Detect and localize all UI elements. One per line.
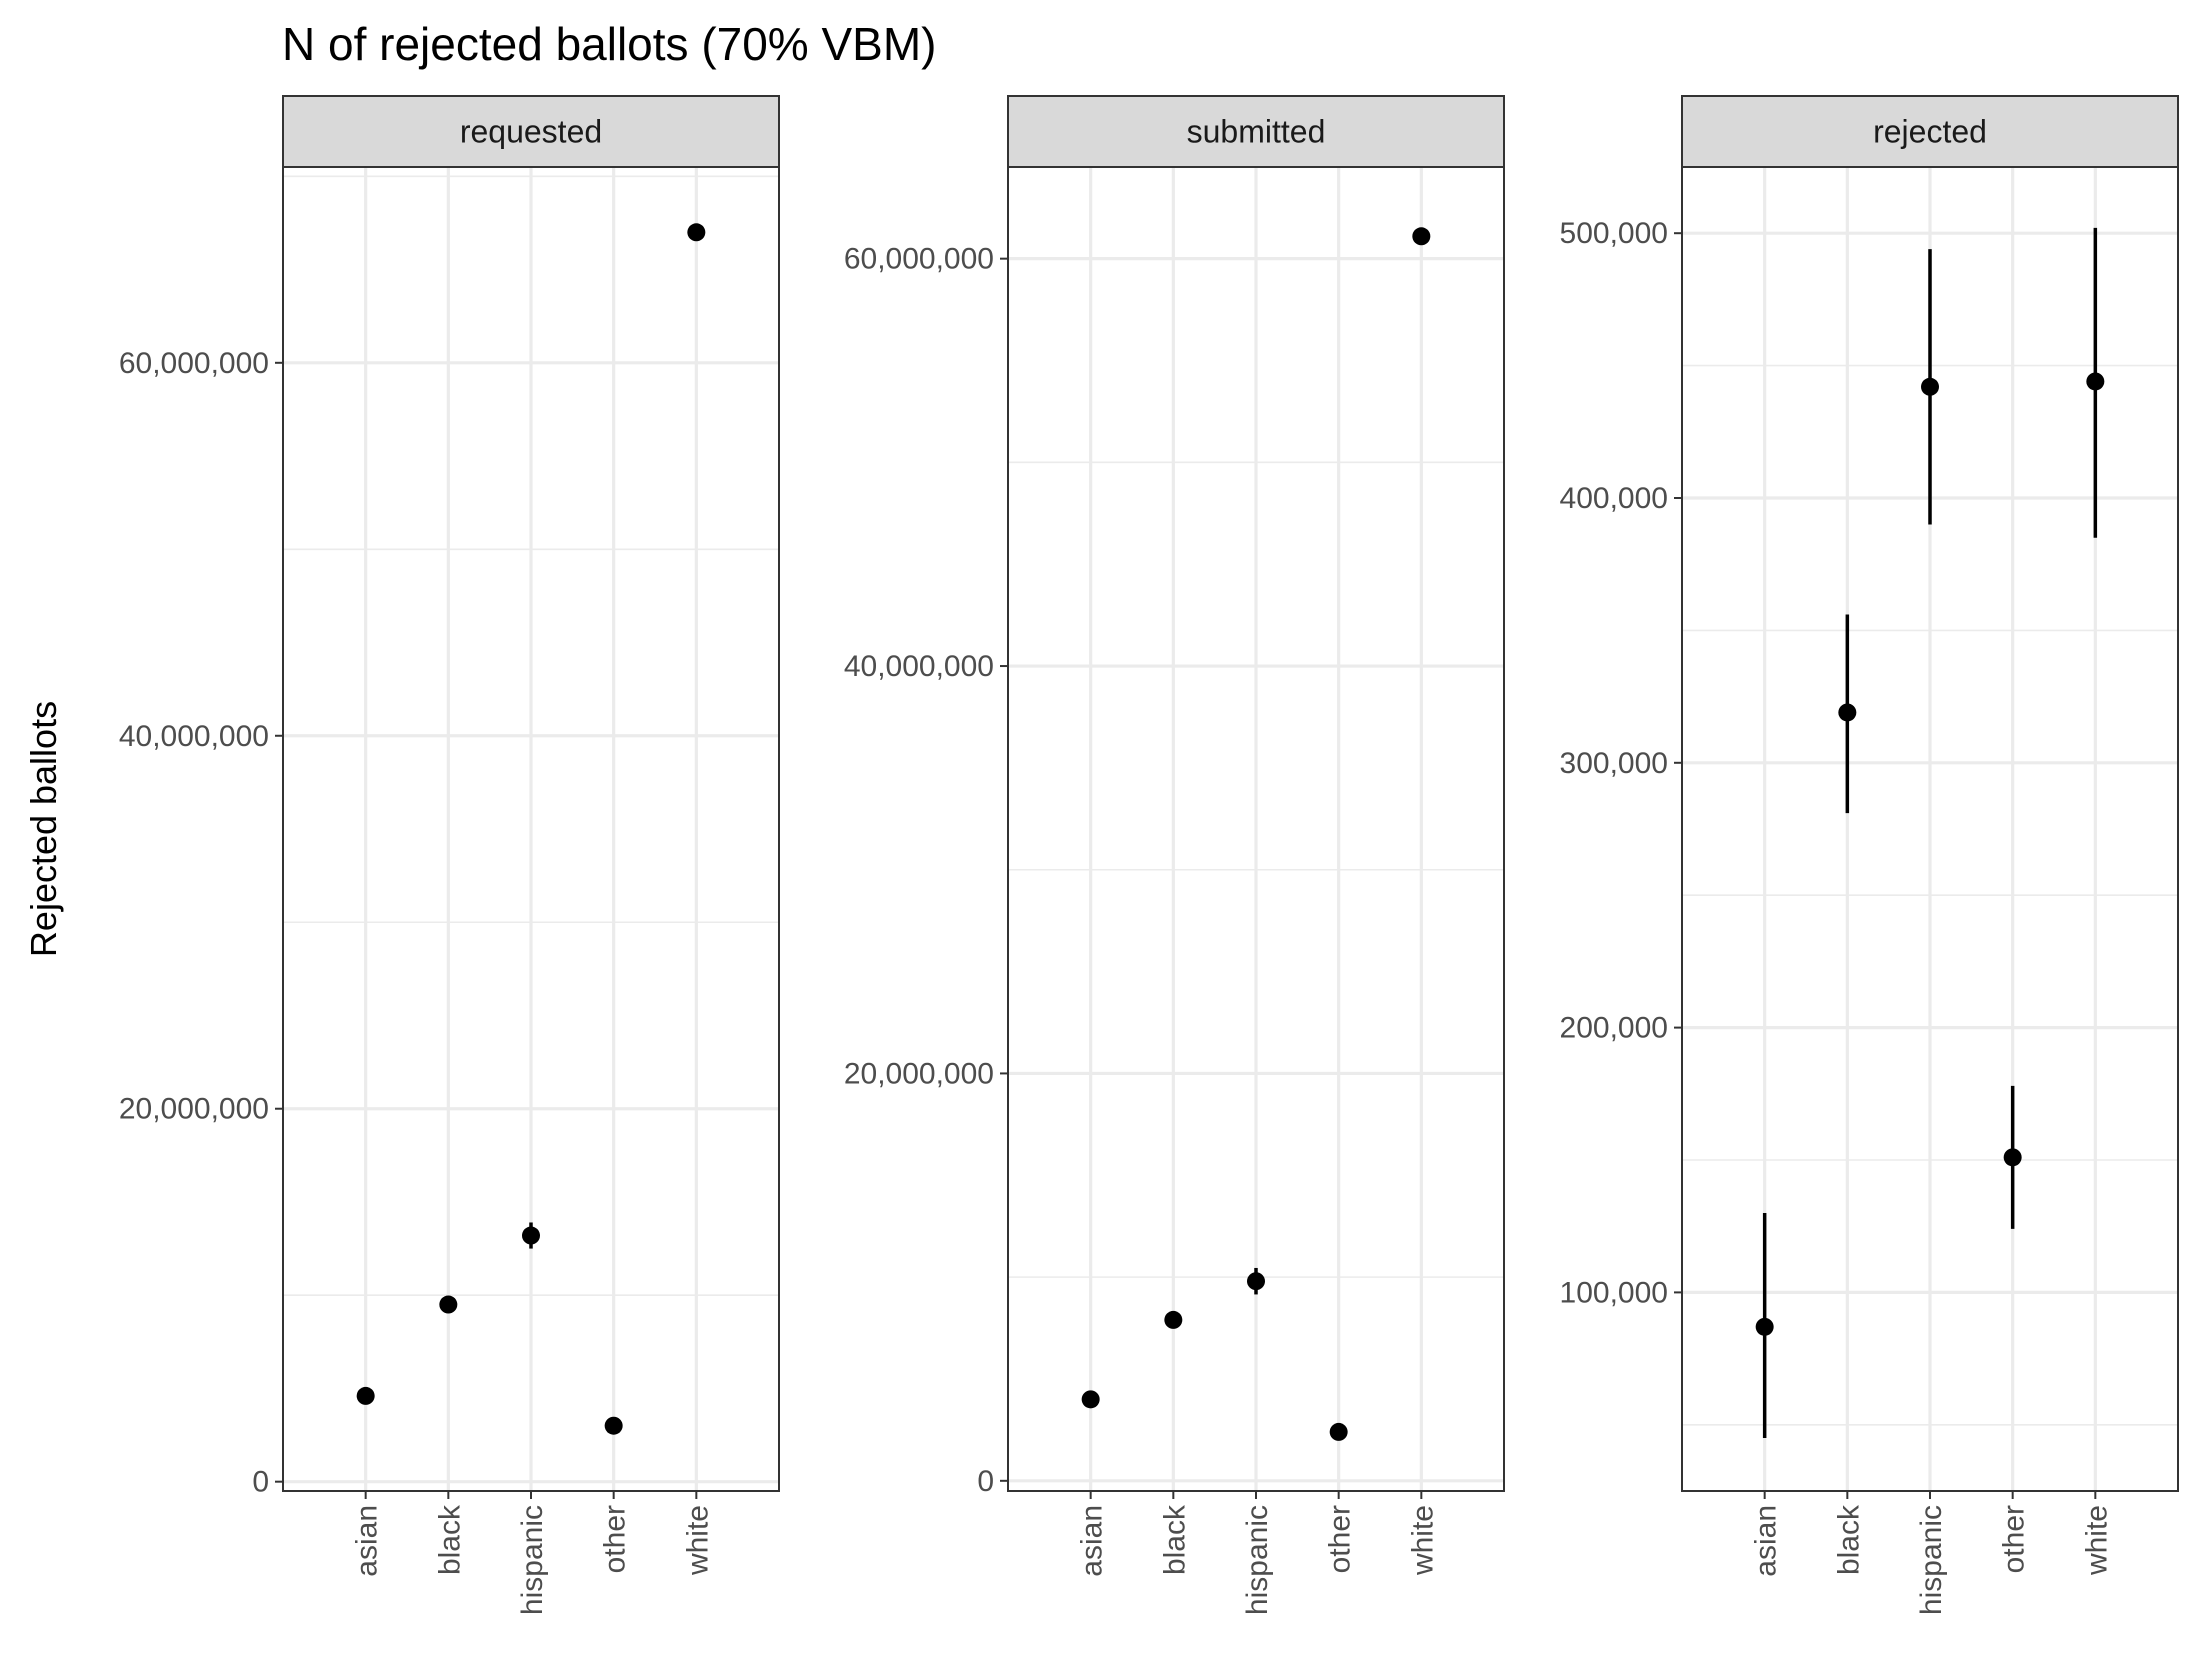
x-tick-label: hispanic xyxy=(516,1505,549,1615)
strip-submitted xyxy=(1007,95,1505,168)
y-tick-label: 40,000,000 xyxy=(844,650,994,683)
data-point xyxy=(1412,227,1431,246)
x-tick-label: asian xyxy=(1076,1505,1109,1577)
data-point xyxy=(1081,1390,1100,1409)
x-tick-label: white xyxy=(2080,1505,2113,1576)
data-point xyxy=(1247,1272,1265,1291)
y-tick-label: 0 xyxy=(252,1466,269,1499)
y-tick-label: 40,000,000 xyxy=(119,720,269,753)
data-point xyxy=(522,1226,540,1245)
data-point xyxy=(1755,1317,1774,1336)
x-tick-label: hispanic xyxy=(1241,1505,1274,1615)
strip-requested xyxy=(282,95,780,168)
strip-label: rejected xyxy=(1873,114,1987,150)
y-tick-label: 200,000 xyxy=(1560,1012,1668,1045)
data-point xyxy=(2003,1148,2022,1167)
data-point xyxy=(1164,1310,1183,1329)
x-tick-label: white xyxy=(1406,1505,1439,1576)
facet-rejected: rejected 100,000 200,000 300,000 400,000 500,… xyxy=(1560,95,2179,1615)
y-axis-label: Rejected ballots xyxy=(23,701,64,957)
y-tick-label: 20,000,000 xyxy=(844,1057,994,1090)
y-tick-label: 20,000,000 xyxy=(119,1093,269,1126)
data-point xyxy=(1838,703,1857,722)
data-point xyxy=(604,1416,623,1435)
data-point xyxy=(1921,377,1939,396)
y-tick-label: 60,000,000 xyxy=(119,347,269,380)
y-tick-label: 100,000 xyxy=(1560,1276,1668,1309)
facet-panels: requested 0 20,000,000 40,000,000 60,000,000… xyxy=(119,95,2179,1615)
chart-title: N of rejected ballots (70% VBM) xyxy=(282,18,937,70)
x-tick-label: hispanic xyxy=(1915,1505,1948,1615)
strip-rejected xyxy=(1681,95,2179,168)
x-tick-label: asian xyxy=(1750,1505,1783,1577)
y-tick-label: 0 xyxy=(977,1465,994,1498)
facet-submitted: submitted 0 20,000,000 40,000,000 60,000,000… xyxy=(844,95,1505,1615)
x-tick-label: black xyxy=(1832,1504,1865,1575)
y-tick-label: 500,000 xyxy=(1560,217,1668,250)
x-tick-label: other xyxy=(1998,1505,2031,1573)
data-point xyxy=(1329,1422,1348,1441)
x-tick-label: other xyxy=(599,1505,632,1573)
strip-label: submitted xyxy=(1187,114,1326,150)
data-point xyxy=(439,1295,458,1314)
y-tick-label: 60,000,000 xyxy=(844,243,994,276)
data-point xyxy=(687,223,706,242)
x-tick-label: white xyxy=(681,1505,714,1576)
data-point xyxy=(2086,372,2105,391)
strip-label: requested xyxy=(460,114,602,150)
y-tick-label: 300,000 xyxy=(1560,747,1668,780)
x-tick-label: asian xyxy=(351,1505,384,1577)
x-tick-label: other xyxy=(1324,1505,1357,1573)
x-tick-label: black xyxy=(1158,1504,1191,1575)
y-tick-label: 400,000 xyxy=(1560,482,1668,515)
x-tick-label: black xyxy=(433,1504,466,1575)
facet-requested: requested 0 20,000,000 40,000,000 60,000,000… xyxy=(119,95,780,1615)
data-point xyxy=(356,1386,375,1405)
